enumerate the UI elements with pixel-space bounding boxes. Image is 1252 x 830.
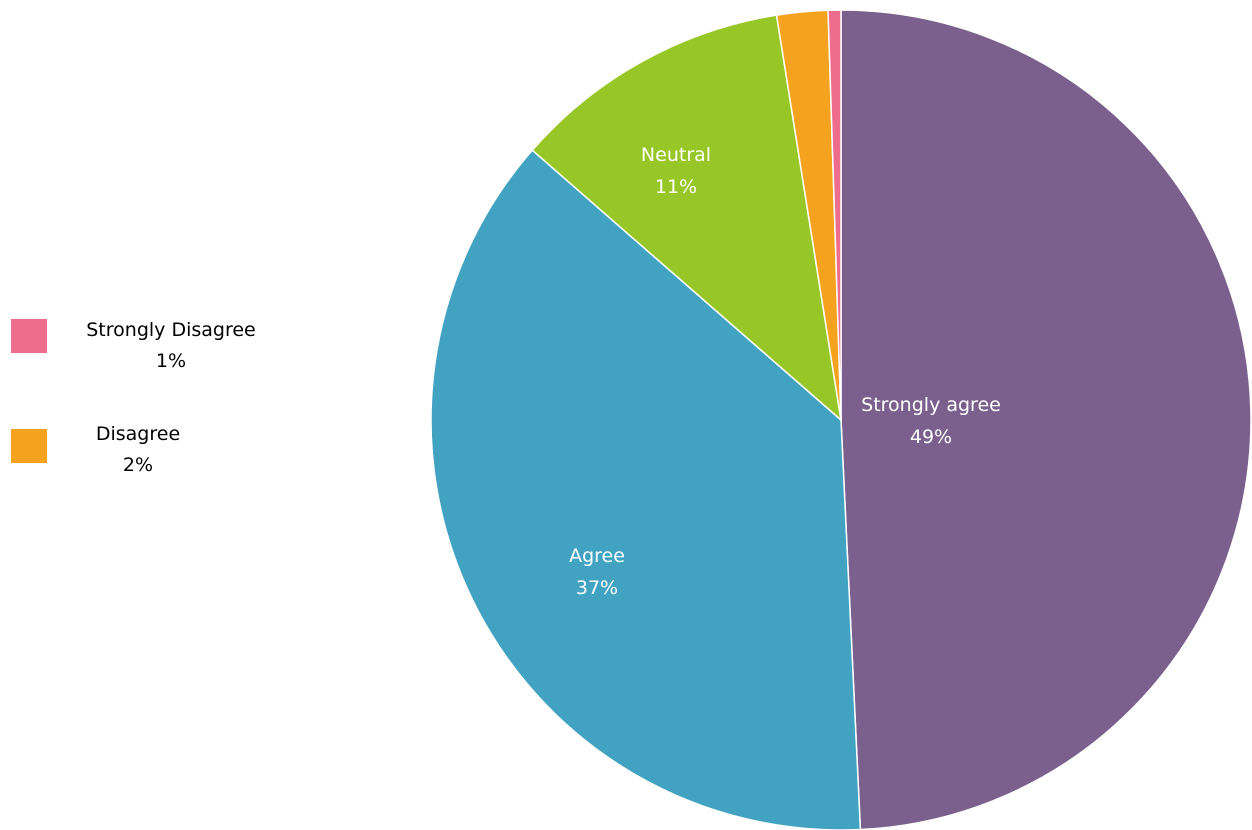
slice-label-neutral: Neutral	[641, 144, 711, 166]
legend-swatch-disagree	[11, 429, 47, 463]
legend-label-disagree: Disagree	[96, 423, 180, 445]
legend-value-strongly-disagree: 1%	[156, 350, 186, 372]
slice-label-strongly-agree: Strongly agree	[861, 394, 1001, 416]
pie-slice-strongly-disagree	[827, 9, 842, 421]
legend-label-strongly-disagree: Strongly Disagree	[86, 319, 255, 341]
legend-value-disagree: 2%	[123, 454, 153, 476]
pie-slice-agree	[430, 149, 862, 830]
pie-slice-strongly-agree	[840, 9, 1252, 830]
slice-label-agree: Agree	[569, 545, 625, 567]
slice-value-strongly-agree: 49%	[910, 426, 952, 448]
legend-swatch-strongly-disagree	[11, 319, 47, 353]
slice-value-agree: 37%	[576, 577, 618, 599]
pie-slice-neutral	[531, 14, 843, 422]
slice-value-neutral: 11%	[655, 176, 697, 198]
